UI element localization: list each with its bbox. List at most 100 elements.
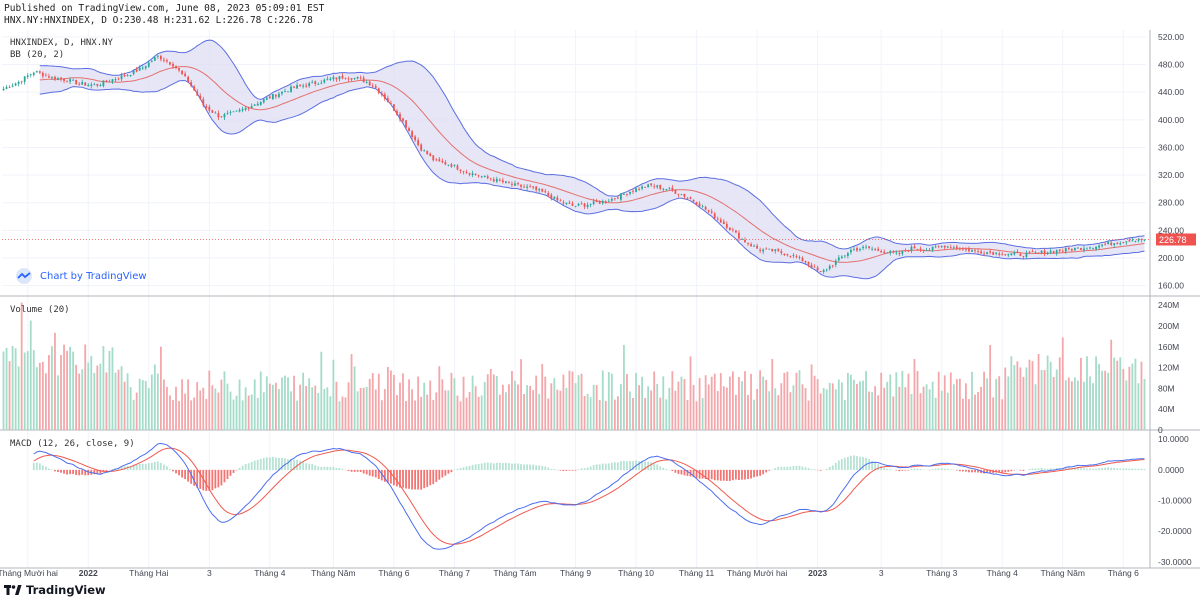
candle [850,247,852,255]
volume-bar [450,372,453,430]
volume-bar [780,383,783,430]
macd-histogram-bar [229,469,232,476]
volume-bar [129,387,132,430]
volume-bar [223,371,226,430]
macd-histogram-bar [810,469,813,471]
volume-bar [163,379,165,430]
macd-histogram-bar [674,469,677,473]
watermark[interactable]: Chart by TradingView [14,268,147,284]
candle [284,88,286,93]
macd-histogram-bar [465,466,468,471]
macd-histogram-bar [756,469,759,477]
volume-bar [762,376,765,430]
candle [1101,243,1104,248]
x-tick-label: Tháng 6 [1108,568,1139,578]
volume-bar [1080,357,1082,430]
candle [514,180,516,187]
volume-bar [359,388,362,430]
candle [259,101,262,106]
volume-bar [1013,365,1016,430]
volume-bar [801,384,804,430]
candle [598,200,601,205]
volume-bar [60,355,62,430]
macd-histogram-bar [629,460,631,471]
volume-bar [556,389,559,430]
candle [580,201,583,205]
volume-bar [232,399,235,430]
footer-brand[interactable]: TradingView [4,583,106,597]
volume-bar [462,376,465,430]
candle [1131,237,1134,242]
candle [980,249,982,254]
volume-bar [247,395,250,430]
price-tick-label: 200.00 [1158,253,1184,263]
macd-histogram-bar [659,466,662,471]
volume-bar [169,395,171,430]
candle [1070,248,1073,253]
price-tick-label: 440.00 [1158,87,1184,97]
volume-bar [477,396,480,430]
macd-histogram-bar [1122,468,1125,471]
volume-bar [111,347,114,430]
volume-bar [2,351,5,430]
candle [1046,251,1049,255]
volume-bar [386,366,389,430]
volume-bar [96,365,99,430]
volume-bar [1067,377,1070,430]
volume-bar [610,373,613,430]
macd-histogram-bar [571,469,574,471]
candle [1122,241,1125,244]
volume-bar [57,375,59,430]
candle [647,183,650,188]
macd-histogram-bar [671,469,674,472]
volume-bar [1025,367,1028,430]
candle [483,175,486,178]
volume-bar [423,382,426,430]
macd-histogram-bar [256,459,259,471]
candle [701,204,704,208]
macd-histogram-bar [616,462,619,471]
candle [84,82,87,86]
volume-bar [846,372,849,430]
volume-bar [444,390,447,430]
macd-histogram-bar [241,465,244,471]
candle [238,108,241,113]
macd-histogram-bar [771,469,774,471]
macd-histogram-bar [798,465,801,471]
volume-bar [474,386,477,430]
candle [123,72,126,78]
volume-bar [668,387,671,430]
macd-tick-label: -30.0000 [1158,557,1192,567]
candle [63,78,65,84]
macd-histogram-bar [250,461,253,471]
volume-bar [853,379,855,430]
candle [308,81,311,88]
volume-bar [753,399,755,430]
volume-bar [396,395,398,430]
volume-bar [598,400,601,430]
macd-histogram-bar [977,469,979,473]
macd-histogram-bar [411,469,413,490]
volume-bar [178,401,180,430]
candle [456,163,459,171]
macd-histogram-bar [713,469,716,481]
macd-histogram-bar [253,460,256,471]
candle [159,54,162,62]
macd-histogram-bar [172,469,174,472]
macd-histogram-bar [471,464,474,471]
volume-bar [278,388,280,430]
macd-histogram-bar [271,456,274,471]
volume-bar [568,370,571,430]
candle [432,155,435,162]
macd-histogram-bar [1095,468,1097,471]
volume-bar [677,381,680,430]
candle [265,97,268,101]
volume-bar [859,381,861,430]
volume-bar [120,366,123,430]
macd-histogram-bar [247,463,250,471]
macd-histogram-bar [768,469,771,471]
macd-histogram-bar [949,469,952,471]
volume-bar [453,378,456,430]
volume-bar [1086,356,1088,430]
volume-bar [765,379,768,430]
